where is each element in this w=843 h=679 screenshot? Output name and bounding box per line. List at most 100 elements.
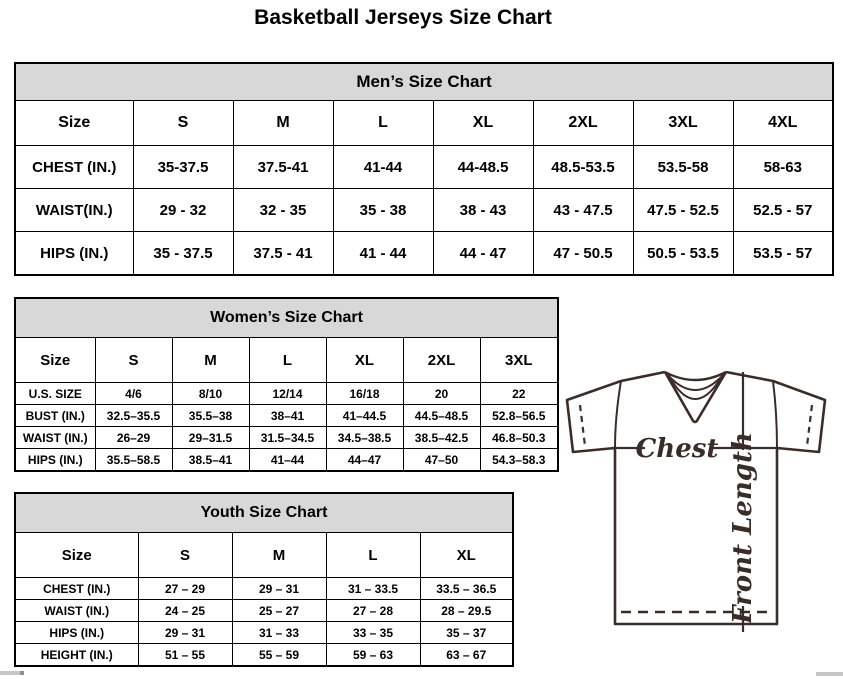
cell-value: 41-44 bbox=[332, 145, 434, 189]
cell-value: 35 - 37.5 bbox=[132, 231, 234, 276]
column-header: S bbox=[137, 532, 233, 578]
column-header: Size bbox=[14, 532, 139, 578]
column-header: M bbox=[171, 337, 250, 383]
cell-value: 47 - 50.5 bbox=[532, 231, 634, 276]
column-header: 2XL bbox=[402, 337, 481, 383]
table-row: HEIGHT (IN.) 51 – 55 55 – 59 59 – 63 63 – 67 bbox=[14, 643, 514, 667]
row-label: U.S. SIZE bbox=[14, 382, 96, 405]
cell-value: 29–31.5 bbox=[171, 426, 250, 449]
cell-value: 31 – 33.5 bbox=[325, 577, 421, 600]
scrollbar-fragment[interactable] bbox=[816, 672, 843, 676]
cell-value: 37.5-41 bbox=[232, 145, 334, 189]
jersey-collar-arc bbox=[666, 373, 725, 391]
cell-value: 63 – 67 bbox=[419, 643, 514, 667]
jersey-right-cuff-dashed bbox=[805, 404, 814, 447]
cell-value: 53.5 - 57 bbox=[732, 231, 834, 276]
jersey-body bbox=[613, 448, 779, 626]
column-header: S bbox=[94, 337, 173, 383]
cell-value: 54.3–58.3 bbox=[479, 448, 559, 472]
row-label: HIPS (IN.) bbox=[14, 231, 134, 276]
jersey-collar-arc bbox=[664, 370, 727, 382]
row-label: BUST (IN.) bbox=[14, 404, 96, 427]
cell-value: 44.5–48.5 bbox=[402, 404, 481, 427]
chest-label: Chest bbox=[636, 434, 719, 464]
cell-value: 35-37.5 bbox=[132, 145, 234, 189]
cell-value: 35 – 37 bbox=[419, 621, 514, 644]
table-row: HIPS (IN.) 29 – 31 31 – 33 33 – 35 35 – 37 bbox=[14, 621, 514, 644]
page-title: Basketball Jerseys Size Chart bbox=[254, 6, 552, 29]
row-label: HIPS (IN.) bbox=[14, 448, 96, 472]
column-header: L bbox=[325, 532, 421, 578]
cell-value: 8/10 bbox=[171, 382, 250, 405]
cell-value: 29 - 32 bbox=[132, 188, 234, 232]
jersey-collar-arc bbox=[668, 375, 723, 400]
cell-value: 46.8–50.3 bbox=[479, 426, 559, 449]
cell-value: 43 - 47.5 bbox=[532, 188, 634, 232]
womens-size-table: Women’s Size Chart Size S M L XL 2XL 3XL U.S. SI… bbox=[14, 297, 560, 472]
cell-value: 32 - 35 bbox=[232, 188, 334, 232]
cell-value: 26–29 bbox=[94, 426, 173, 449]
jersey-left-cuff-dashed bbox=[578, 404, 587, 447]
cell-value: 22 bbox=[479, 382, 559, 405]
cell-value: 52.5 - 57 bbox=[732, 188, 834, 232]
table-row: HIPS (IN.) 35.5–58.5 38.5–41 41–44 44–47 47–5… bbox=[14, 448, 559, 472]
cell-value: 51 – 55 bbox=[137, 643, 233, 667]
cell-value: 38–41 bbox=[248, 404, 327, 427]
cell-value: 41–44 bbox=[248, 448, 327, 472]
jersey-left-sleeve bbox=[565, 370, 666, 454]
cell-value: 59 – 63 bbox=[325, 643, 421, 667]
table-row: WAIST(IN.) 29 - 32 32 - 35 35 - 38 38 - 43 43… bbox=[14, 188, 834, 232]
cell-value: 35.5–38 bbox=[171, 404, 250, 427]
cell-value: 29 – 31 bbox=[137, 621, 233, 644]
cell-value: 31.5–34.5 bbox=[248, 426, 327, 449]
row-label: CHEST (IN.) bbox=[14, 145, 134, 189]
jersey-vneck bbox=[663, 371, 728, 424]
cell-value: 25 – 27 bbox=[231, 599, 327, 622]
cell-value: 44–47 bbox=[325, 448, 404, 472]
youth-size-table: Youth Size Chart Size S M L XL CHEST (IN.) 27 –… bbox=[14, 492, 514, 667]
column-header: 4XL bbox=[732, 100, 834, 146]
column-header: 2XL bbox=[532, 100, 634, 146]
cell-value: 44 - 47 bbox=[432, 231, 534, 276]
cell-value: 28 – 29.5 bbox=[419, 599, 514, 622]
cell-value: 12/14 bbox=[248, 382, 327, 405]
scrollbar-fragment[interactable] bbox=[0, 671, 24, 675]
table-row: WAIST (IN.) 26–29 29–31.5 31.5–34.5 34.5–38.… bbox=[14, 426, 559, 449]
cell-value: 58-63 bbox=[732, 145, 834, 189]
jersey-left-seam bbox=[614, 380, 622, 449]
cell-value: 50.5 - 53.5 bbox=[632, 231, 734, 276]
cell-value: 38.5–41 bbox=[171, 448, 250, 472]
table-title: Youth Size Chart bbox=[14, 492, 514, 533]
column-header: Size bbox=[14, 100, 134, 146]
cell-value: 31 – 33 bbox=[231, 621, 327, 644]
table-row: U.S. SIZE 4/6 8/10 12/14 16/18 20 22 bbox=[14, 382, 559, 405]
column-header: L bbox=[332, 100, 434, 146]
cell-value: 35.5–58.5 bbox=[94, 448, 173, 472]
column-header: 3XL bbox=[632, 100, 734, 146]
front-length-label: Front Length bbox=[728, 432, 758, 625]
cell-value: 38 - 43 bbox=[432, 188, 534, 232]
cell-value: 33.5 – 36.5 bbox=[419, 577, 514, 600]
column-header: 3XL bbox=[479, 337, 559, 383]
row-label: CHEST (IN.) bbox=[14, 577, 139, 600]
column-header: XL bbox=[419, 532, 514, 578]
cell-value: 34.5–38.5 bbox=[325, 426, 404, 449]
cell-value: 53.5-58 bbox=[632, 145, 734, 189]
column-header: S bbox=[132, 100, 234, 146]
table-row: BUST (IN.) 32.5–35.5 35.5–38 38–41 41–44.5 44… bbox=[14, 404, 559, 427]
column-header: M bbox=[232, 100, 334, 146]
table-row: CHEST (IN.) 35-37.5 37.5-41 41-44 44-48.5 48.… bbox=[14, 145, 834, 189]
cell-value: 52.8–56.5 bbox=[479, 404, 559, 427]
cell-value: 20 bbox=[402, 382, 481, 405]
mens-size-table: Men’s Size Chart Size S M L XL 2XL 3XL 4XL CHEST … bbox=[14, 62, 835, 276]
row-label: WAIST(IN.) bbox=[14, 188, 134, 232]
jersey-right-seam bbox=[772, 380, 778, 449]
cell-value: 47–50 bbox=[402, 448, 481, 472]
table-row: HIPS (IN.) 35 - 37.5 37.5 - 41 41 - 44 44 - … bbox=[14, 231, 834, 276]
cell-value: 38.5–42.5 bbox=[402, 426, 481, 449]
jersey-measurement-diagram: Chest Front Length bbox=[565, 370, 827, 632]
cell-value: 37.5 - 41 bbox=[232, 231, 334, 276]
cell-value: 41–44.5 bbox=[325, 404, 404, 427]
row-label: WAIST (IN.) bbox=[14, 426, 96, 449]
